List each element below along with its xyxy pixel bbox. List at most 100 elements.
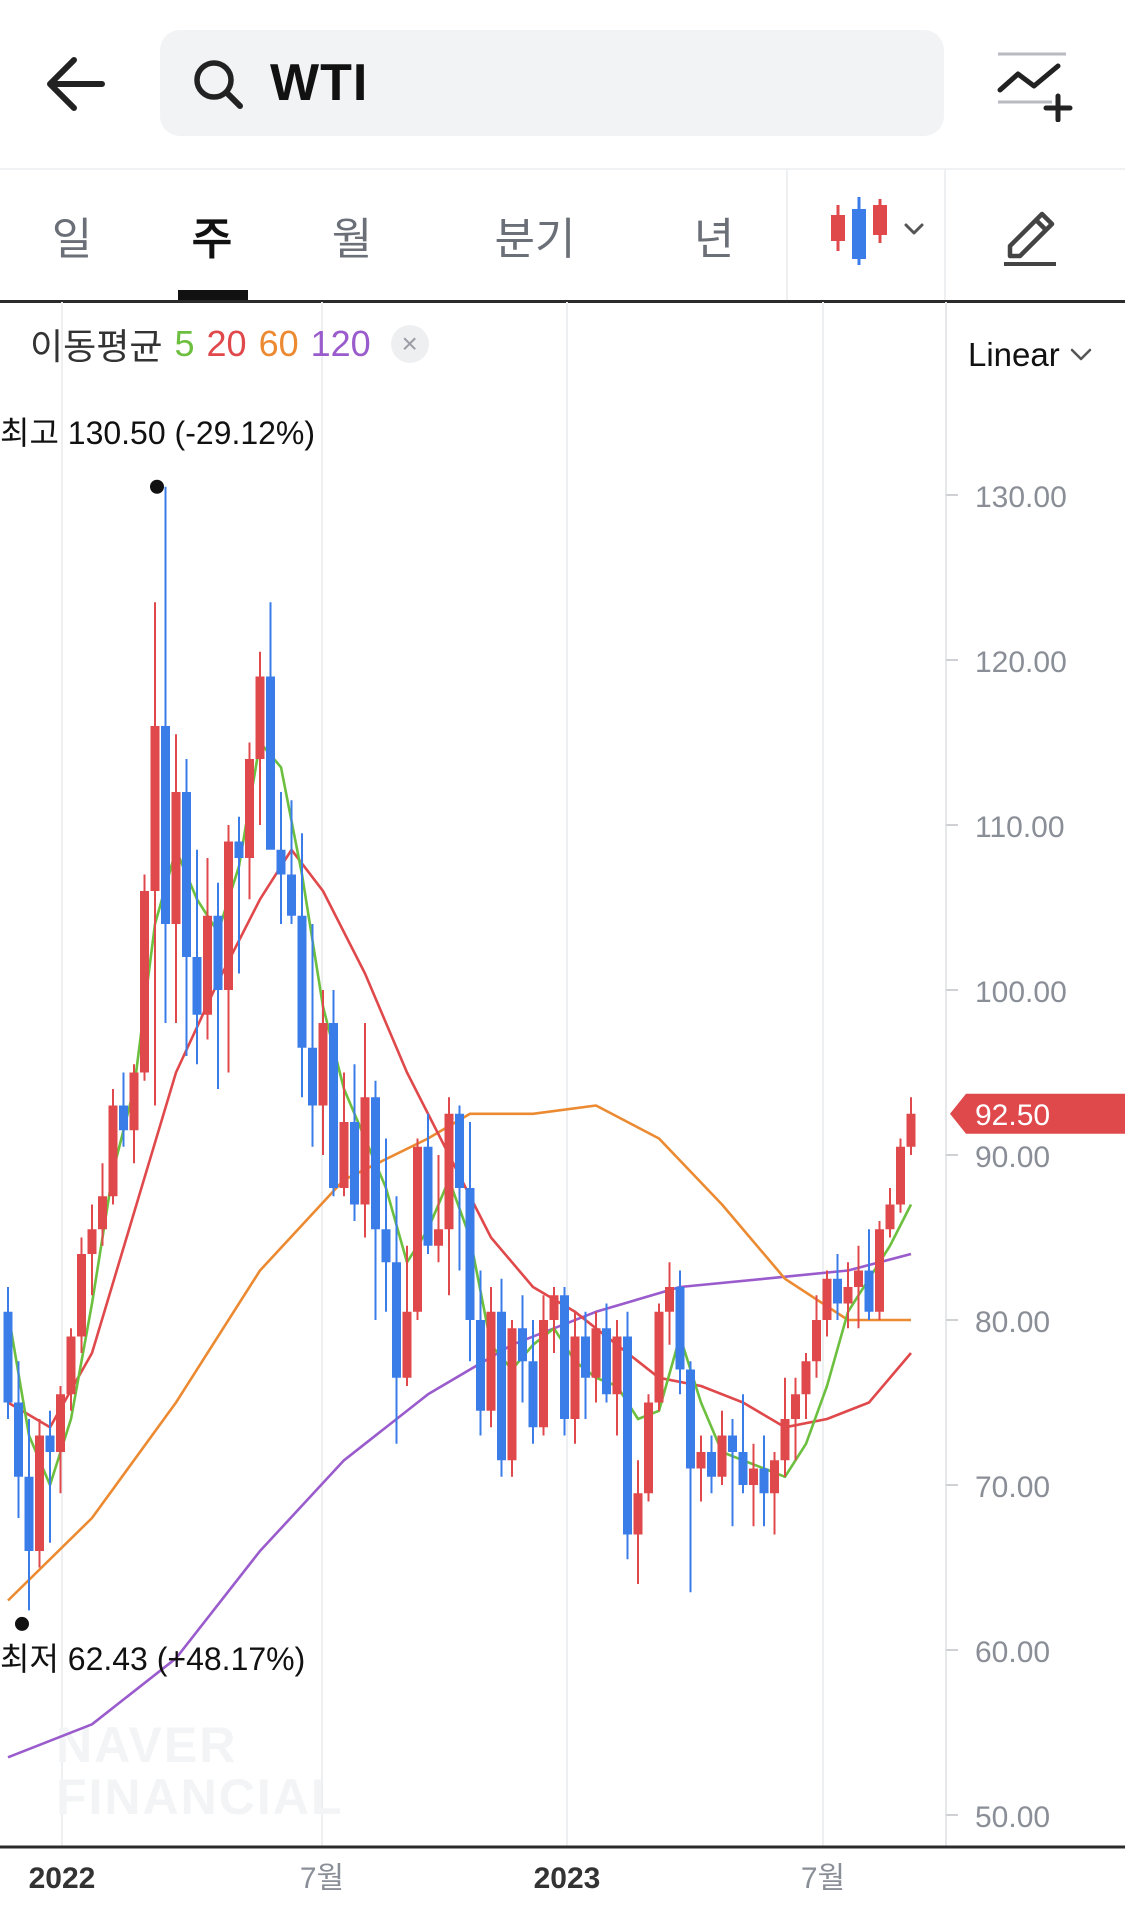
candle-body [686,1369,695,1469]
candle-body [45,1435,55,1452]
candlestick-icon[interactable] [826,195,936,275]
candle-body [360,1097,370,1205]
ma120-line [7,1252,912,1759]
candle-body [791,1394,800,1419]
candle-body [875,1229,884,1312]
candle-body [560,1295,569,1419]
tab-week[interactable]: 주 [191,215,233,264]
candle-body [906,1113,916,1147]
candle-body [717,1435,727,1477]
tab-year[interactable]: 년 [693,215,735,264]
arrow-left-icon[interactable] [38,44,118,124]
x-tick-label: 2022 [29,1862,96,1895]
app-header: WTI [0,0,1125,170]
candle-body [161,726,170,924]
candle-body [644,1402,653,1494]
chart-area[interactable]: 이동평균 5 20 60 120 × Linear NAVER FINANCIA… [0,302,1125,1902]
y-tick-label: 90.00 [975,1141,1050,1174]
candle-body [24,1476,34,1551]
axes: 130.00 120.00 110.00 100.00 90.00 80.00 70.00 6… [0,481,1125,1895]
candle-body [266,676,275,850]
high-marker [150,479,164,494]
price-chart[interactable]: NAVER FINANCIAL 최고 130.50 (-29.12%) 최저 62… [0,302,1125,1902]
candle-body [581,1336,590,1378]
candles [3,486,916,1611]
candle-body [182,792,191,957]
y-tick-label: 80.00 [975,1306,1050,1339]
search-query[interactable]: WTI [270,54,369,112]
ma-legend-label: 이동평균 [30,326,163,367]
candle-body [56,1394,65,1452]
y-tick-label: 110.00 [975,811,1065,844]
candle-body [707,1452,716,1477]
moving-average-legend: 이동평균 5 20 60 120 × [30,318,429,370]
ma20-label: 20 [206,323,247,364]
candle-body [843,1287,853,1304]
pencil-icon[interactable] [1000,198,1060,268]
current-price-tag [950,1093,1125,1134]
candle-body [108,1105,118,1197]
y-tick-label: 50.00 [975,1801,1050,1834]
low-marker [15,1616,29,1631]
candle-body [423,1146,433,1246]
scale-dropdown[interactable]: Linear [968,336,1092,374]
chart-add-icon[interactable] [996,52,1074,122]
grid [61,302,947,1847]
y-tick-label: 70.00 [975,1471,1050,1504]
candle-body [476,1320,485,1411]
x-tick-label: 2023 [534,1862,601,1895]
candle-body [434,1229,443,1246]
y-tick-label: 130.00 [975,481,1067,514]
current-price-label: 92.50 [975,1099,1050,1132]
y-tick-label: 100.00 [975,976,1067,1009]
candle-body [854,1270,863,1287]
candle-body [150,726,160,891]
ma60-line [7,1104,911,1602]
candle-body [738,1452,748,1485]
candle-body [140,891,149,1073]
search-icon [194,60,243,109]
candle-body [518,1328,527,1362]
candle-body [623,1336,632,1535]
ma120-label: 120 [310,323,371,364]
candle-body [77,1254,86,1337]
candle-body [780,1419,790,1461]
candle-body [119,1105,128,1131]
chevron-down-icon [1070,348,1091,361]
candle-body [612,1336,622,1395]
scale-label: Linear [968,336,1060,373]
candle-body [413,1146,422,1312]
candle-body [3,1311,13,1403]
candle-body [675,1287,685,1370]
tab-month[interactable]: 월 [331,215,373,264]
candle-body [339,1122,349,1188]
candle-body [35,1435,44,1551]
candle-body [633,1493,643,1535]
high-label: 최고 130.50 (-29.12%) [0,415,315,451]
candle-body [665,1287,674,1312]
candle-body [465,1188,475,1320]
watermark: NAVER [56,1717,237,1773]
tab-divider [786,170,788,300]
tab-quarter[interactable]: 분기 [494,215,576,264]
tab-divider [944,170,946,300]
candle-body [728,1435,737,1452]
candle-body [833,1278,842,1304]
annotations: 최고 130.50 (-29.12%) 최저 62.43 (+48.17%) 92.… [0,415,1125,1677]
search-bar[interactable]: WTI [160,30,944,136]
low-label: 최저 62.43 (+48.17%) [0,1641,305,1677]
tab-day[interactable]: 일 [51,215,93,264]
candle-body [864,1270,874,1312]
candle-body [87,1229,97,1254]
candle-body [350,1122,359,1205]
candle-body [14,1402,23,1477]
ma5-label: 5 [174,323,195,364]
close-icon[interactable]: × [390,325,429,363]
candle-body [308,1047,317,1106]
candle-body [203,915,212,1015]
candle-body [885,1204,895,1230]
y-tick-label: 120.00 [975,646,1067,679]
candle-body [654,1311,664,1403]
candle-body [455,1113,464,1188]
candle-body [528,1361,538,1428]
